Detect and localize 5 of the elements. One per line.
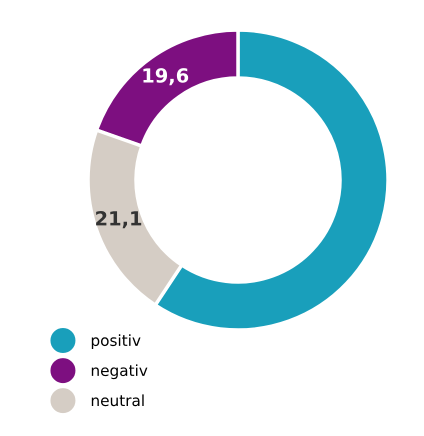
data-label: 21,1	[96, 211, 142, 228]
legend-label: negativ	[92, 364, 148, 380]
legend-label: positiv	[92, 334, 141, 350]
data-label: 19,6	[143, 68, 188, 86]
legend-label: neutral	[92, 394, 144, 406]
